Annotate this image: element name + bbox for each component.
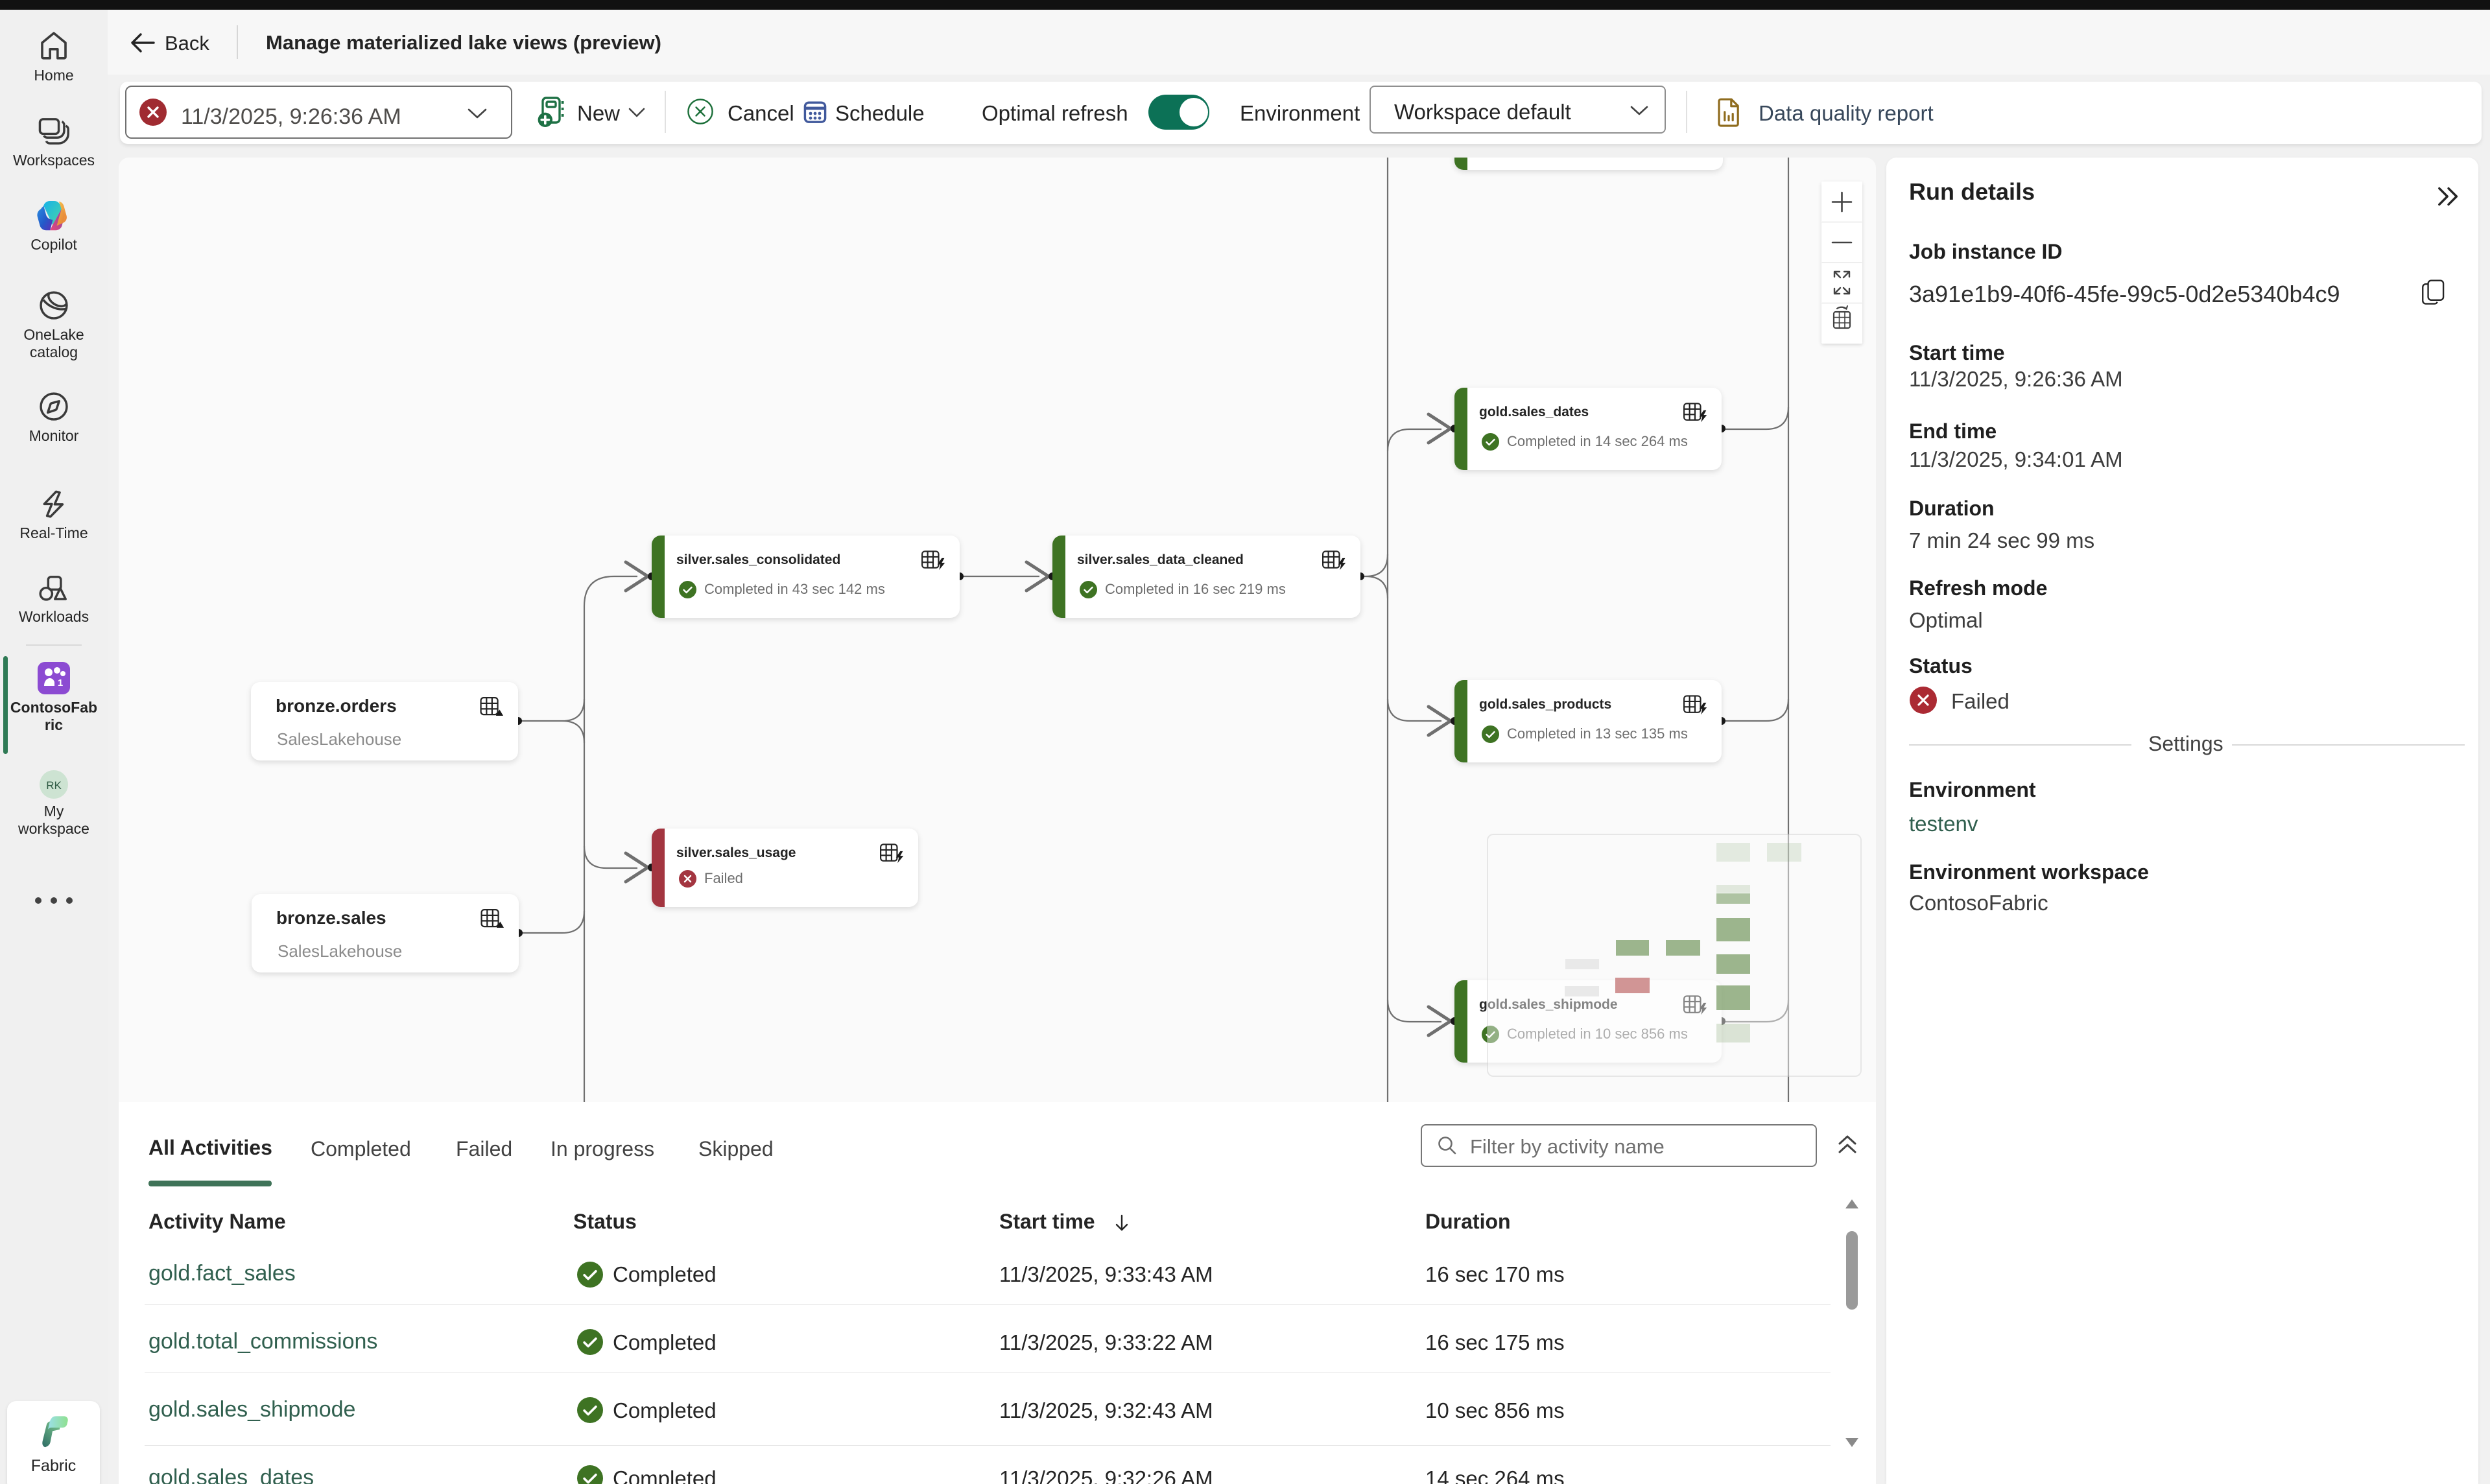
svg-text:RK: RK	[46, 779, 62, 792]
svg-text:1: 1	[58, 677, 63, 689]
